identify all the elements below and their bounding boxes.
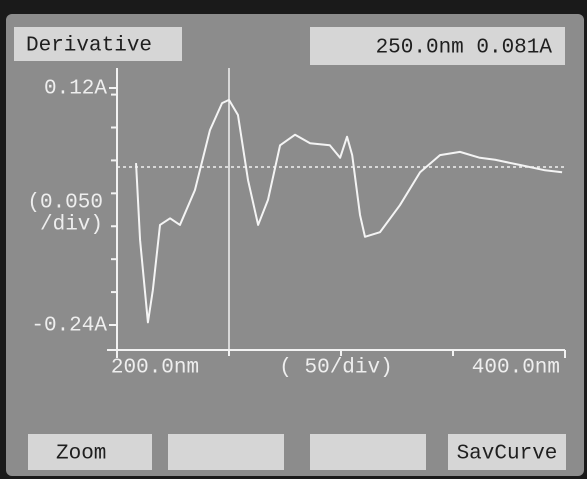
- y-scale-label: (0.050: [27, 192, 103, 215]
- x-tick-label: 200.0nm: [111, 357, 199, 380]
- savcurve-label[interactable]: SavCurve: [457, 443, 558, 466]
- y-scale-label: /div): [40, 214, 103, 237]
- blank-button[interactable]: [310, 434, 426, 470]
- y-tick-label: -0.24A: [31, 315, 107, 338]
- mode-label: Derivative: [26, 35, 152, 58]
- y-tick-label: 0.12A: [44, 78, 107, 101]
- x-tick-label: 400.0nm: [472, 357, 560, 380]
- x-scale-label: ( 50/div): [279, 357, 392, 380]
- readout-label: 250.0nm 0.081A: [376, 37, 553, 60]
- blank-button[interactable]: [168, 434, 284, 470]
- screen: Derivative 250.0nm 0.081A Zoom SavCurve …: [0, 0, 587, 479]
- zoom-label[interactable]: Zoom: [56, 443, 106, 466]
- page: {"header": {"mode": "Derivative", "reado…: [0, 0, 587, 479]
